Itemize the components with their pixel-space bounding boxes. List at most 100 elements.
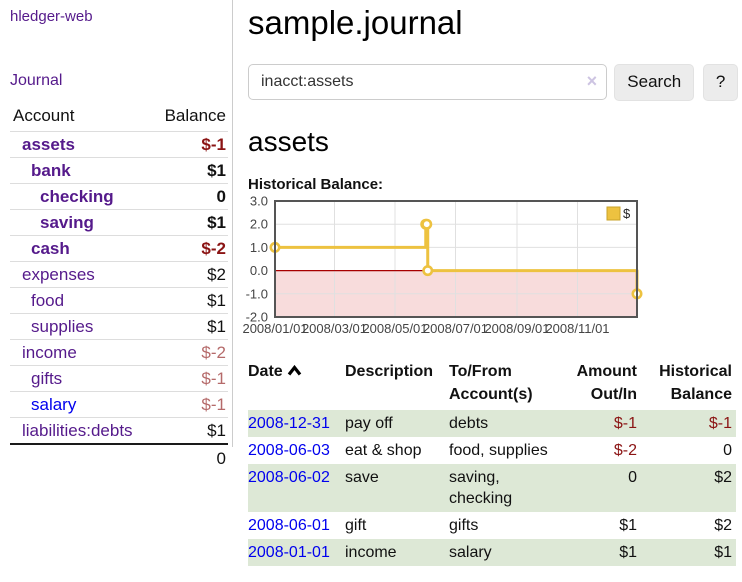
clear-search-icon[interactable]: × <box>586 71 598 92</box>
register-balance: 0 <box>723 441 732 459</box>
register-table-body: 2008-12-31 pay off debts $-1 $-1 2008-06-03 ea… <box>248 409 736 566</box>
account-row: food $1 <box>10 288 228 314</box>
account-balance: $1 <box>207 213 226 232</box>
sidebar-account-link-supplies[interactable]: supplies <box>31 317 94 336</box>
account-row: expenses $2 <box>10 262 228 288</box>
account-row: bank $1 <box>10 158 228 184</box>
register-header-amount: Amount Out/In <box>576 362 637 403</box>
account-row: assets $-1 <box>10 132 228 158</box>
accounts-table-body: assets $-1 bank $1 checking 0 saving $1 cash $-2 e… <box>10 132 228 443</box>
account-balance: $1 <box>207 317 226 336</box>
svg-text:1.0: 1.0 <box>250 240 268 255</box>
sidebar-item-journal[interactable]: Journal <box>10 72 63 89</box>
register-header-accounts: To/From Account(s) <box>449 362 533 403</box>
register-date-cell: 2008-06-03 <box>248 437 345 464</box>
register-amount: $1 <box>619 543 637 561</box>
svg-text:2008/09/01: 2008/09/01 <box>484 321 549 336</box>
register-row: 2008-06-01 gift gifts $1 $2 <box>248 512 736 539</box>
register-accounts: salary <box>449 543 492 561</box>
register-accounts: food, supplies <box>449 441 548 459</box>
register-row: 2008-06-03 eat & shop food, supplies $-2 0 <box>248 437 736 464</box>
accounts-table-header: Account Balance <box>10 106 228 132</box>
account-heading: assets <box>248 125 329 157</box>
account-row: checking 0 <box>10 184 228 210</box>
search-box: × <box>248 64 608 101</box>
svg-text:2008/05/01: 2008/05/01 <box>362 321 427 336</box>
register-description: pay off <box>345 414 393 432</box>
sidebar-account-link-liabilities-debts[interactable]: liabilities:debts <box>22 421 133 440</box>
sidebar-account-link-checking[interactable]: checking <box>40 187 114 206</box>
register-amount: $-2 <box>613 441 637 459</box>
register-date-link[interactable]: 2008-12-31 <box>248 414 330 432</box>
register-description: save <box>345 468 379 486</box>
help-button[interactable]: ? <box>703 63 738 101</box>
register-row: 2008-06-02 save saving, checking 0 $2 <box>248 463 736 512</box>
sidebar-account-link-food[interactable]: food <box>31 291 65 310</box>
register-date-link[interactable]: 2008-06-01 <box>248 516 330 534</box>
account-balance: $-1 <box>201 135 226 154</box>
svg-text:2.0: 2.0 <box>250 217 268 232</box>
account-balance: $2 <box>207 265 226 284</box>
sidebar-account-link-saving[interactable]: saving <box>40 213 94 232</box>
register-date-cell: 2008-06-02 <box>248 464 345 512</box>
svg-text:-1.0: -1.0 <box>246 286 268 301</box>
register-header-date[interactable]: Date <box>248 358 345 410</box>
register-date-cell: 2008-12-31 <box>248 410 345 437</box>
svg-text:2008/07/01: 2008/07/01 <box>423 321 488 336</box>
sidebar-account-link-bank[interactable]: bank <box>31 161 71 180</box>
svg-text:2008/11/01: 2008/11/01 <box>545 321 609 336</box>
sidebar-account-link-cash[interactable]: cash <box>31 239 70 258</box>
register-table: Date Description To/From Account(s) Amou… <box>248 358 736 566</box>
account-balance: $1 <box>207 291 226 310</box>
register-header-description: Description <box>345 362 434 380</box>
account-balance: $1 <box>207 161 226 180</box>
sidebar-account-link-salary[interactable]: salary <box>31 395 77 414</box>
accounts-table: Account Balance assets $-1 bank $1 checking 0… <box>10 106 228 469</box>
sidebar-account-link-expenses[interactable]: expenses <box>22 265 95 284</box>
register-balance: $2 <box>714 468 732 486</box>
svg-text:2008/01/01: 2008/01/01 <box>242 321 307 336</box>
account-row: cash $-2 <box>10 236 228 262</box>
register-date-cell: 2008-01-01 <box>248 539 345 566</box>
search-input[interactable] <box>248 64 608 101</box>
sidebar-account-link-gifts[interactable]: gifts <box>31 369 63 388</box>
svg-text:-2.0: -2.0 <box>246 309 268 324</box>
sidebar: hledger-web Journal Account Balance asse… <box>0 0 233 468</box>
account-balance: $-1 <box>201 395 226 414</box>
register-description: gift <box>345 516 367 534</box>
sidebar-account-link-income[interactable]: income <box>22 343 77 362</box>
search-button[interactable]: Search <box>614 63 695 101</box>
register-header-balance: Historical Balance <box>659 362 732 403</box>
chart-heading: Historical Balance: <box>248 175 384 193</box>
register-amount: $-1 <box>613 414 637 432</box>
accounts-header-account: Account <box>13 106 75 125</box>
sidebar-account-link-assets[interactable]: assets <box>22 135 75 154</box>
account-row: liabilities:debts $1 <box>10 418 228 443</box>
register-accounts: gifts <box>449 516 479 534</box>
account-balance: $-2 <box>201 239 226 258</box>
register-balance: $1 <box>714 543 732 561</box>
account-balance: 0 <box>216 187 226 206</box>
account-balance: $1 <box>207 421 226 440</box>
register-date-link[interactable]: 2008-06-02 <box>248 468 330 486</box>
svg-text:3.0: 3.0 <box>250 193 268 208</box>
register-date-cell: 2008-06-01 <box>248 512 345 539</box>
register-accounts: saving, checking <box>449 468 513 507</box>
register-date-link[interactable]: 2008-01-01 <box>248 543 330 561</box>
svg-text:$: $ <box>623 206 631 221</box>
register-balance: $-1 <box>708 414 732 432</box>
register-date-link[interactable]: 2008-06-03 <box>248 441 330 459</box>
register-row: 2008-12-31 pay off debts $-1 $-1 <box>248 409 736 437</box>
account-row: gifts $-1 <box>10 366 228 392</box>
accounts-total: 0 <box>10 443 228 469</box>
page-title: sample.journal <box>248 4 463 41</box>
account-balance: $-2 <box>201 343 226 362</box>
register-row: 2008-01-01 income salary $1 $1 <box>248 538 736 566</box>
svg-text:2008/03/01: 2008/03/01 <box>302 321 367 336</box>
register-header-row: Date Description To/From Account(s) Amou… <box>248 358 736 410</box>
app-brand-link[interactable]: hledger-web <box>10 8 93 25</box>
historical-balance-chart: 3.0 2.0 1.0 0.0 -1.0 -2.02008/01/012008/03/01… <box>242 193 643 336</box>
register-accounts: debts <box>449 414 489 432</box>
register-description: eat & shop <box>345 441 422 459</box>
register-balance: $2 <box>714 516 732 534</box>
